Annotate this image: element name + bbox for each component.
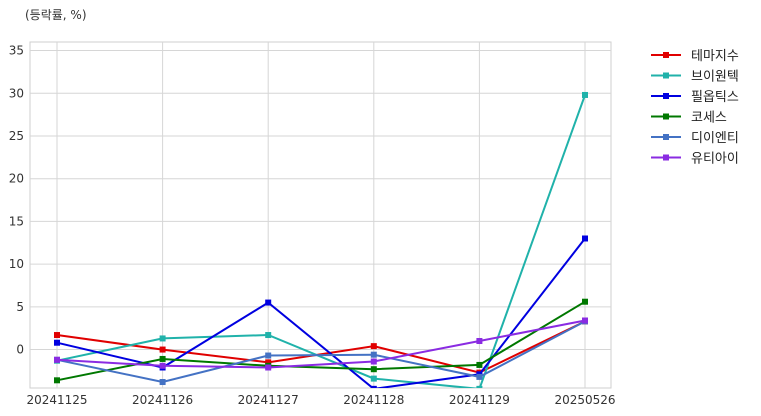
data-point xyxy=(476,361,483,368)
x-tick-label: 20241126 xyxy=(132,393,193,407)
x-tick-label: 20241129 xyxy=(449,393,510,407)
x-tick-label: 20241127 xyxy=(238,393,299,407)
data-point xyxy=(582,91,588,98)
data-point xyxy=(476,373,483,380)
legend-label: 필옵틱스 xyxy=(691,90,739,105)
series-line xyxy=(56,94,586,388)
data-point xyxy=(476,385,483,388)
data-point xyxy=(265,332,272,339)
data-point xyxy=(370,375,377,382)
data-point xyxy=(370,385,377,388)
data-point xyxy=(476,338,483,345)
legend-marker xyxy=(663,72,669,79)
x-tick-label: 20241128 xyxy=(343,393,404,407)
data-point xyxy=(265,299,272,306)
y-tick-label: 20 xyxy=(9,172,24,186)
data-point xyxy=(159,335,166,342)
data-point xyxy=(159,379,166,386)
legend-label: 브이원텍 xyxy=(691,70,739,85)
data-point xyxy=(265,359,272,366)
legend-marker xyxy=(663,134,669,140)
data-point xyxy=(54,356,60,363)
series-line xyxy=(56,319,586,369)
data-point xyxy=(159,362,166,369)
legend-item: 코세스 xyxy=(651,111,727,126)
y-axis-ticks: 0 5 10 15 20 25 30 35 xyxy=(9,44,24,357)
legend-item: 테마지수 xyxy=(651,49,739,64)
legend-item: 유티아이 xyxy=(651,152,739,167)
data-point xyxy=(370,358,377,365)
y-tick-label: 15 xyxy=(9,214,24,228)
legend-marker xyxy=(663,93,669,99)
x-axis-ticks: 20241125 20241126 20241127 20241128 20241129… xyxy=(26,393,615,407)
legend-marker xyxy=(663,113,669,120)
series-6 xyxy=(54,317,588,371)
data-point xyxy=(265,352,272,359)
legend-item: 필옵틱스 xyxy=(651,90,739,105)
y-tick-label: 5 xyxy=(16,300,24,314)
data-point xyxy=(54,377,60,384)
series-line xyxy=(56,320,586,384)
legend-label: 유티아이 xyxy=(691,152,739,167)
data-point xyxy=(370,343,377,350)
data-point xyxy=(582,317,588,324)
legend-label: 테마지수 xyxy=(691,49,739,64)
legend-marker xyxy=(663,52,669,58)
data-point xyxy=(370,366,377,373)
y-tick-label: 10 xyxy=(9,257,24,271)
series-line xyxy=(56,300,586,382)
plot-area xyxy=(29,41,612,389)
data-point xyxy=(159,355,166,362)
legend-label: 코세스 xyxy=(691,111,727,126)
y-tick-label: 25 xyxy=(9,129,24,143)
data-point xyxy=(370,351,377,358)
legend-item: 브이원텍 xyxy=(651,70,739,85)
y-tick-label: 0 xyxy=(16,343,24,357)
data-point xyxy=(582,298,588,305)
legend-item: 디이엔티 xyxy=(651,131,739,146)
y-tick-label: 35 xyxy=(9,44,24,58)
data-point xyxy=(54,339,60,346)
y-tick-label: 30 xyxy=(9,86,24,100)
data-point xyxy=(159,346,166,353)
data-point xyxy=(265,364,272,371)
x-tick-label: 20241125 xyxy=(26,393,87,407)
series-group xyxy=(54,91,588,388)
legend-label: 디이엔티 xyxy=(691,131,739,146)
data-point xyxy=(54,332,60,339)
x-tick-label: 20250526 xyxy=(554,393,615,407)
gridlines xyxy=(30,42,611,388)
y-unit-label: (등락률, %) xyxy=(25,8,87,22)
data-point xyxy=(582,235,588,242)
legend-marker xyxy=(663,154,669,161)
